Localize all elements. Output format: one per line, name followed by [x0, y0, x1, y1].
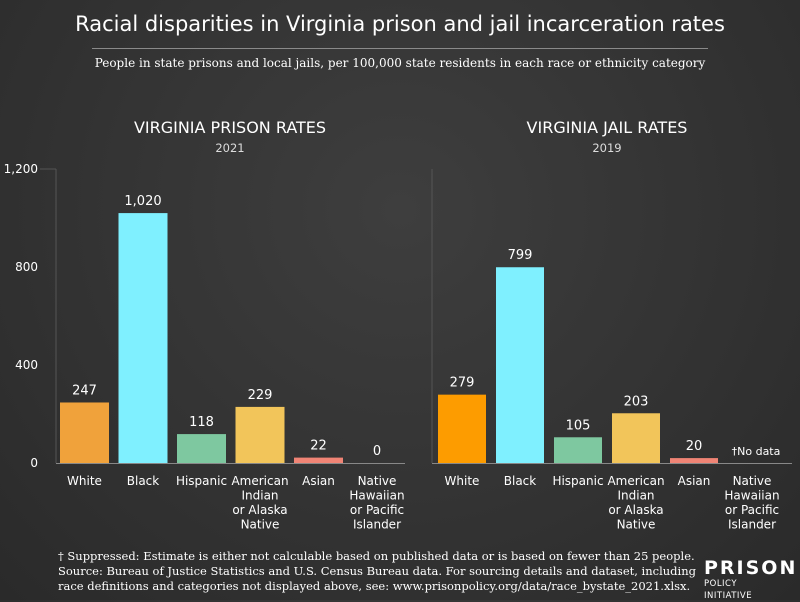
category-label: American [607, 474, 664, 488]
bar-value-label: 20 [686, 439, 703, 454]
bar [496, 267, 544, 463]
prison-policy-logo: PRISON POLICY INITIATIVE [704, 557, 798, 602]
footnotes: † Suppressed: Estimate is either not cal… [58, 549, 698, 594]
category-label: or Pacific [350, 503, 404, 517]
category-label: Islander [353, 518, 401, 532]
bar [670, 458, 718, 463]
bar [235, 406, 285, 463]
category-label: Indian [241, 489, 278, 503]
bar [118, 213, 168, 463]
bar [177, 434, 226, 463]
category-label: or Pacific [725, 503, 779, 517]
page-subtitle: People in state prisons and local jails,… [94, 56, 706, 70]
category-label: Native [241, 518, 280, 532]
bar [554, 437, 602, 463]
panel-title: VIRGINIA PRISON RATES [134, 118, 326, 137]
logo-line-2: POLICY INITIATIVE [704, 579, 753, 601]
bar-value-label: 799 [508, 248, 533, 263]
category-label: Hispanic [176, 474, 227, 488]
bar-value-label: 247 [72, 383, 97, 398]
category-label: Asian [302, 474, 335, 488]
category-label: Native [733, 474, 772, 488]
bar-value-label: 1,020 [124, 194, 161, 209]
category-label: Indian [617, 489, 654, 503]
bar-value-label: 229 [248, 388, 273, 403]
y-tick-label: 800 [15, 260, 38, 274]
category-label: or Alaska [232, 503, 287, 517]
y-tick-label: 0 [30, 456, 38, 470]
category-label: Black [127, 474, 160, 488]
category-label: Native [358, 474, 397, 488]
category-label: Islander [728, 518, 776, 532]
y-tick-label: 1,200 [4, 162, 38, 176]
category-label: Native [617, 518, 656, 532]
title-divider [92, 48, 708, 49]
category-label: White [67, 474, 102, 488]
logo-line-1: PRISON [704, 557, 798, 579]
category-label: White [445, 474, 480, 488]
bar-value-label: 22 [310, 439, 327, 454]
footnote-source: Source: Bureau of Justice Statistics and… [58, 564, 696, 578]
bar-value-label: 203 [624, 394, 649, 409]
bar-value-label: 118 [189, 415, 214, 430]
category-label: Hawaiian [724, 489, 779, 503]
bar-value-label: 0 [373, 444, 381, 459]
category-label: Hawaiian [349, 489, 404, 503]
bar [60, 402, 109, 463]
y-tick-label: 400 [15, 358, 38, 372]
footnote-suppressed: † Suppressed: Estimate is either not cal… [58, 549, 695, 563]
no-data-label: †No data [732, 445, 781, 458]
category-label: American [231, 474, 288, 488]
bar [294, 457, 343, 463]
footnote-dataset: race definitions and categories not disp… [58, 579, 691, 593]
category-label: Black [504, 474, 537, 488]
panel-year: 2019 [592, 141, 621, 155]
page-title: Racial disparities in Virginia prison an… [75, 12, 725, 36]
category-label: Hispanic [552, 474, 603, 488]
bar-value-label: 279 [450, 376, 475, 391]
panel-title: VIRGINIA JAIL RATES [527, 118, 688, 137]
bar-value-label: 105 [566, 418, 591, 433]
bar-charts: 0 400 800 1,200 VIRGINIA PRISON RATES 2021 247… [4, 118, 792, 532]
bar [438, 394, 486, 463]
panel-year: 2021 [215, 141, 244, 155]
bar [612, 413, 660, 463]
category-label: or Alaska [608, 503, 663, 517]
category-label: Asian [678, 474, 711, 488]
